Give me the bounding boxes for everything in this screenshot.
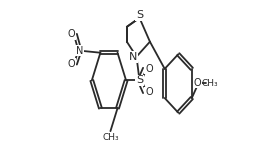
Text: O: O — [145, 87, 153, 97]
Text: S: S — [136, 75, 143, 86]
Text: O: O — [194, 78, 201, 88]
Text: N: N — [76, 46, 84, 56]
Text: O: O — [68, 59, 76, 69]
Text: O: O — [68, 29, 76, 39]
Text: CH₃: CH₃ — [202, 79, 218, 88]
Text: N: N — [129, 52, 137, 62]
Text: O: O — [145, 63, 153, 74]
Text: S: S — [136, 10, 143, 20]
Text: CH₃: CH₃ — [102, 133, 119, 142]
